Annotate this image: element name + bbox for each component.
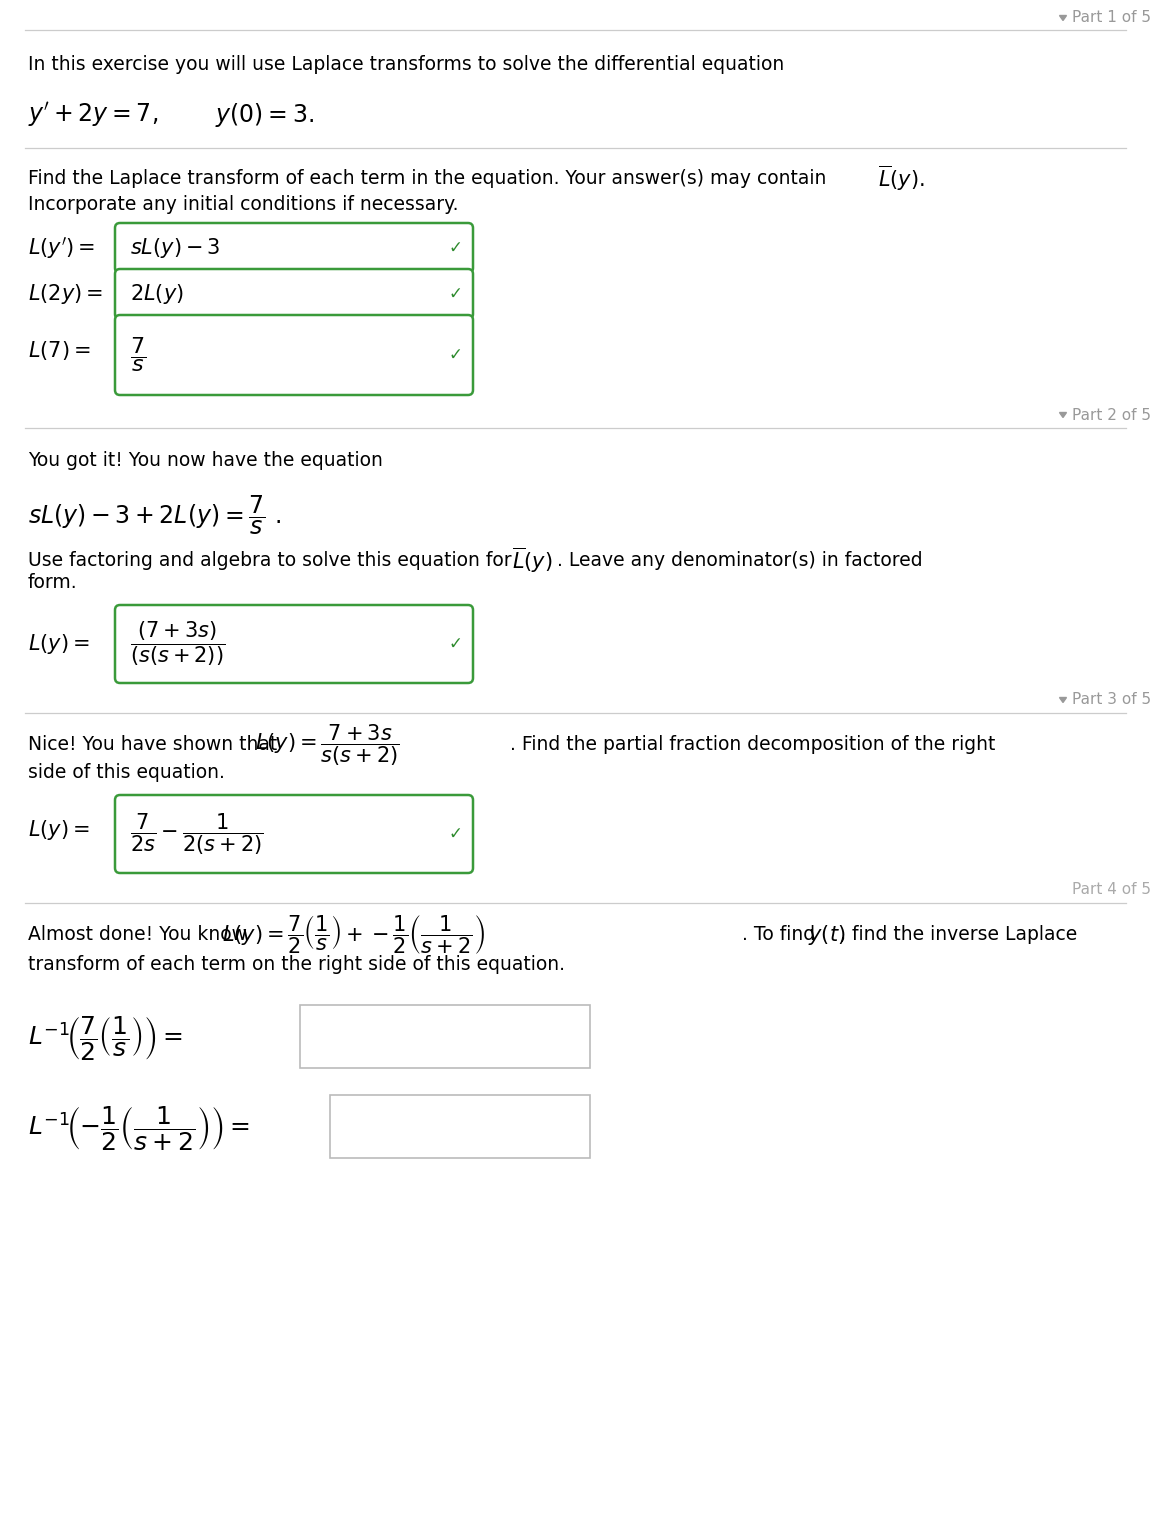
Text: Almost done! You know: Almost done! You know bbox=[28, 926, 253, 944]
FancyBboxPatch shape bbox=[115, 223, 473, 273]
Text: $sL(y) - 3 + 2L(y) = \dfrac{7}{s}\ .$: $sL(y) - 3 + 2L(y) = \dfrac{7}{s}\ .$ bbox=[28, 493, 281, 537]
Polygon shape bbox=[1060, 697, 1067, 703]
Text: ✓: ✓ bbox=[448, 824, 462, 842]
Polygon shape bbox=[1060, 413, 1067, 417]
Text: Use factoring and algebra to solve this equation for: Use factoring and algebra to solve this … bbox=[28, 551, 518, 569]
Text: $\dfrac{7}{s}$: $\dfrac{7}{s}$ bbox=[130, 335, 146, 375]
Text: Find the Laplace transform of each term in the equation. Your answer(s) may cont: Find the Laplace transform of each term … bbox=[28, 168, 826, 188]
Text: transform of each term on the right side of this equation.: transform of each term on the right side… bbox=[28, 955, 565, 975]
Text: $L^{-1}\!\left(-\dfrac{1}{2}\left(\dfrac{1}{s+2}\right)\right) =$: $L^{-1}\!\left(-\dfrac{1}{2}\left(\dfrac… bbox=[28, 1104, 250, 1152]
Text: ✓: ✓ bbox=[448, 346, 462, 364]
Text: Part 4 of 5: Part 4 of 5 bbox=[1072, 882, 1151, 897]
Text: , find the inverse Laplace: , find the inverse Laplace bbox=[840, 926, 1077, 944]
Text: $\overline{L}(y)$.: $\overline{L}(y)$. bbox=[878, 164, 924, 193]
Text: $L(y) =$: $L(y) =$ bbox=[28, 818, 90, 842]
Text: ✓: ✓ bbox=[448, 238, 462, 257]
Text: side of this equation.: side of this equation. bbox=[28, 764, 224, 782]
Text: $y(t)$: $y(t)$ bbox=[808, 923, 846, 947]
Text: . To find: . To find bbox=[742, 926, 821, 944]
Text: $L(2y) =$: $L(2y) =$ bbox=[28, 282, 102, 307]
Text: Nice! You have shown that: Nice! You have shown that bbox=[28, 736, 283, 754]
FancyBboxPatch shape bbox=[115, 316, 473, 395]
Text: $sL(y) - 3$: $sL(y) - 3$ bbox=[130, 235, 220, 260]
FancyBboxPatch shape bbox=[300, 1005, 590, 1069]
Text: Part 2 of 5: Part 2 of 5 bbox=[1072, 407, 1151, 422]
Text: $2L(y)$: $2L(y)$ bbox=[130, 282, 184, 307]
Text: $L(y') =$: $L(y') =$ bbox=[28, 235, 96, 261]
Text: $\dfrac{(7+3s)}{(s(s+2))}$: $\dfrac{(7+3s)}{(s(s+2))}$ bbox=[130, 619, 226, 668]
Text: $L(y) =$: $L(y) =$ bbox=[28, 631, 90, 656]
Text: $y(0) = 3.$: $y(0) = 3.$ bbox=[215, 102, 314, 129]
Text: form.: form. bbox=[28, 574, 77, 592]
Text: Part 3 of 5: Part 3 of 5 bbox=[1072, 692, 1151, 707]
Text: $\overline{L}(y)$: $\overline{L}(y)$ bbox=[512, 545, 552, 575]
Text: $y'+2y = 7,$: $y'+2y = 7,$ bbox=[28, 100, 158, 129]
Text: Part 1 of 5: Part 1 of 5 bbox=[1072, 11, 1151, 26]
FancyBboxPatch shape bbox=[115, 606, 473, 683]
FancyBboxPatch shape bbox=[115, 269, 473, 319]
Text: ✓: ✓ bbox=[448, 635, 462, 653]
Text: $L(y) = \dfrac{7+3s}{s(s+2)}$: $L(y) = \dfrac{7+3s}{s(s+2)}$ bbox=[256, 723, 399, 768]
Text: ✓: ✓ bbox=[448, 285, 462, 304]
Text: $L(y) = \dfrac{7}{2}\left(\dfrac{1}{s}\right) + -\dfrac{1}{2}\left(\dfrac{1}{s+2: $L(y) = \dfrac{7}{2}\left(\dfrac{1}{s}\r… bbox=[222, 914, 485, 956]
FancyBboxPatch shape bbox=[330, 1094, 590, 1158]
Text: In this exercise you will use Laplace transforms to solve the differential equat: In this exercise you will use Laplace tr… bbox=[28, 56, 784, 74]
Text: You got it! You now have the equation: You got it! You now have the equation bbox=[28, 451, 383, 469]
Text: $\dfrac{7}{2s} - \dfrac{1}{2(s+2)}$: $\dfrac{7}{2s} - \dfrac{1}{2(s+2)}$ bbox=[130, 811, 264, 856]
Text: Incorporate any initial conditions if necessary.: Incorporate any initial conditions if ne… bbox=[28, 196, 458, 214]
Text: . Find the partial fraction decomposition of the right: . Find the partial fraction decompositio… bbox=[510, 736, 996, 754]
Text: . Leave any denominator(s) in factored: . Leave any denominator(s) in factored bbox=[557, 551, 923, 569]
Polygon shape bbox=[1060, 15, 1067, 21]
Text: $L(7) =$: $L(7) =$ bbox=[28, 339, 91, 361]
Text: $L^{-1}\!\left(\dfrac{7}{2}\left(\dfrac{1}{s}\right)\right) =$: $L^{-1}\!\left(\dfrac{7}{2}\left(\dfrac{… bbox=[28, 1014, 182, 1063]
FancyBboxPatch shape bbox=[115, 795, 473, 873]
